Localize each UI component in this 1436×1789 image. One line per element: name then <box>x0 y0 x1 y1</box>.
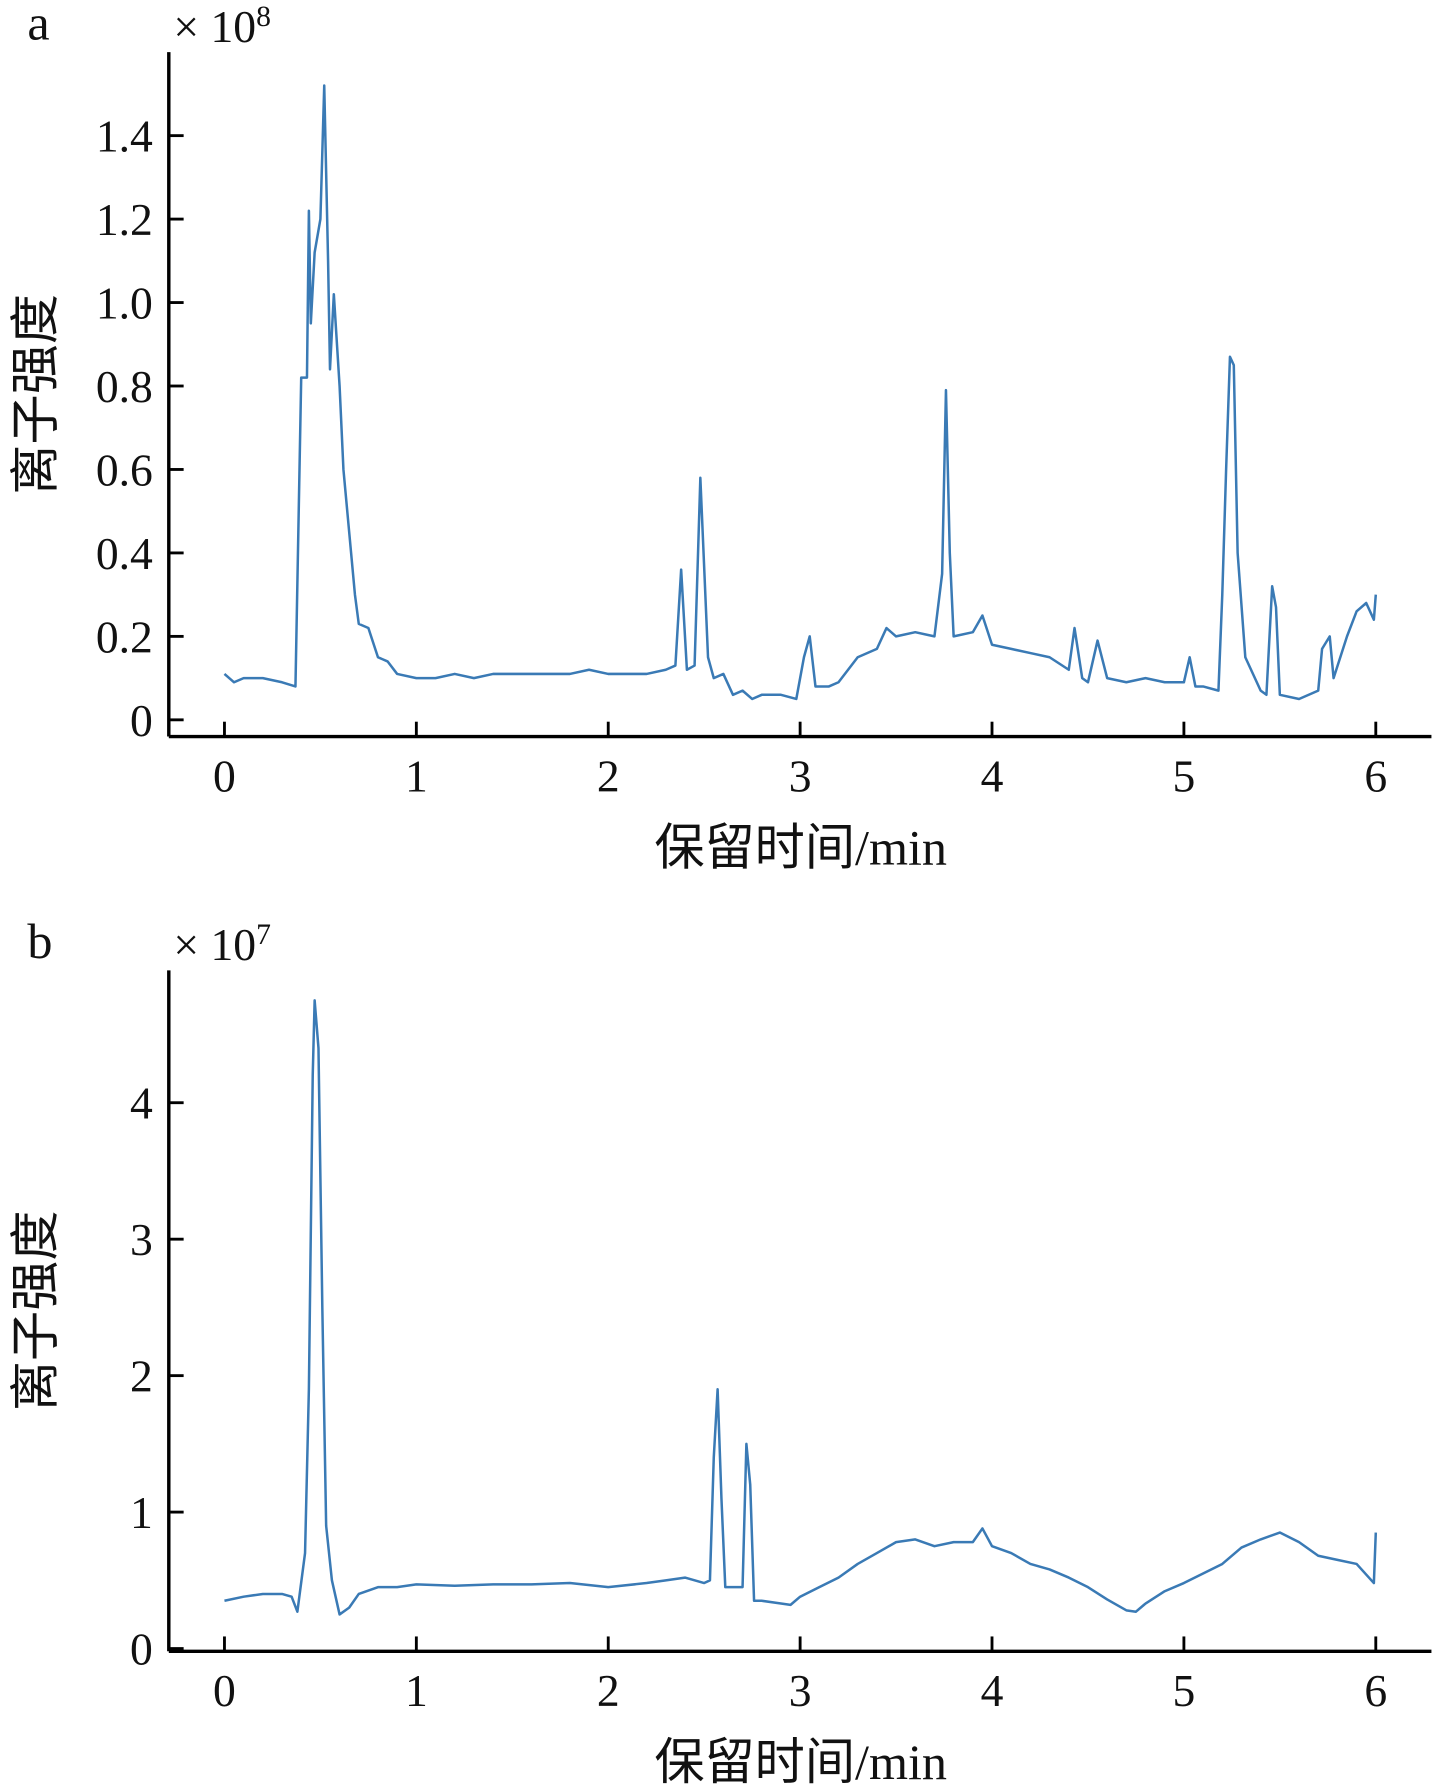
x-tick-label: 6 <box>1364 1665 1387 1716</box>
x-tick-label: 2 <box>597 1665 620 1716</box>
axis-multiplier: × 108 <box>173 1 271 52</box>
y-tick-label: 1 <box>130 1487 153 1538</box>
y-tick-label: 0.2 <box>96 611 153 662</box>
y-tick-label: 0 <box>130 1624 153 1675</box>
x-tick-label: 5 <box>1172 750 1195 801</box>
x-tick-label: 1 <box>405 1665 428 1716</box>
y-tick-label: 0.4 <box>96 528 153 579</box>
x-axis-label: 保留时间/min <box>654 819 947 875</box>
panel-label: b <box>27 913 52 969</box>
x-tick-label: 6 <box>1364 750 1387 801</box>
x-tick-label: 3 <box>789 1665 812 1716</box>
x-axis-label: 保留时间/min <box>654 1734 947 1789</box>
multiplier-exponent: 7 <box>256 919 271 951</box>
y-tick-label: 1.2 <box>96 194 153 245</box>
y-tick-label: 4 <box>130 1078 153 1129</box>
y-tick-label: 1.4 <box>96 111 153 162</box>
multiplier-base: × 10 <box>173 919 256 970</box>
y-axis-label: 离子强度 <box>7 294 63 495</box>
y-tick-label: 1.0 <box>96 278 153 329</box>
y-tick-label: 3 <box>130 1214 153 1265</box>
y-tick-label: 0.6 <box>96 444 153 495</box>
y-axis-label: 离子强度 <box>7 1210 63 1411</box>
x-tick-label: 3 <box>789 750 812 801</box>
y-tick-label: 0.8 <box>96 361 153 412</box>
chromatogram-line <box>223 84 1378 701</box>
x-tick-label: 1 <box>405 750 428 801</box>
x-tick-label: 4 <box>981 1665 1004 1716</box>
x-tick-label: 0 <box>213 1665 236 1716</box>
multiplier-exponent: 8 <box>256 1 271 33</box>
panel-label: a <box>27 0 49 51</box>
x-tick-label: 2 <box>597 750 620 801</box>
axis-multiplier: × 107 <box>173 919 271 970</box>
multiplier-base: × 10 <box>173 1 256 52</box>
y-tick-label: 0 <box>130 695 153 746</box>
x-tick-label: 0 <box>213 750 236 801</box>
chromatogram-line <box>224 999 1378 1616</box>
x-tick-label: 4 <box>981 750 1004 801</box>
y-tick-label: 2 <box>130 1351 153 1402</box>
x-tick-label: 5 <box>1172 1665 1195 1716</box>
